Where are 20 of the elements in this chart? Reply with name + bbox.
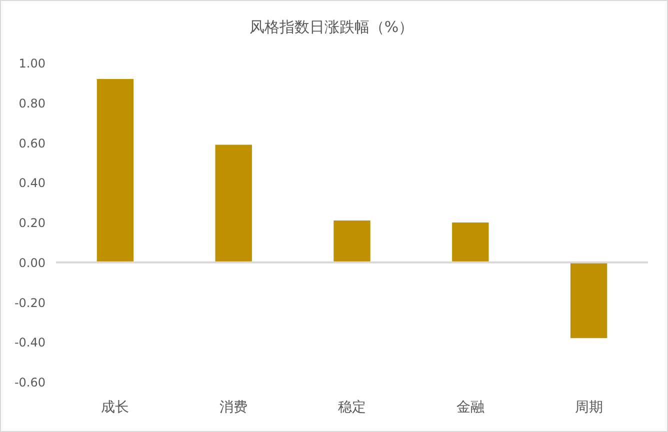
bar	[96, 78, 134, 262]
y-tick-label: 0.40	[18, 176, 46, 190]
x-tick-label: 周期	[574, 400, 603, 416]
bar	[215, 144, 252, 262]
x-tick-label: 稳定	[338, 400, 366, 416]
x-tick-label: 金融	[456, 400, 484, 416]
chart-title: 风格指数日涨跌幅（%）	[249, 18, 414, 36]
bar	[570, 262, 608, 338]
y-tick-label: -0.20	[14, 296, 46, 310]
y-tick-label: 1.00	[18, 56, 46, 70]
y-tick-label: 0.80	[18, 96, 46, 110]
y-tick-label: -0.40	[14, 336, 46, 350]
bar	[452, 222, 489, 262]
x-tick-label: 成长	[101, 400, 130, 416]
y-tick-label: 0.00	[18, 256, 46, 270]
bar	[334, 220, 370, 262]
y-tick-label: 0.20	[18, 216, 46, 230]
x-tick-label: 消费	[220, 400, 248, 416]
y-tick-label: 0.60	[18, 136, 46, 150]
y-tick-label: -0.60	[14, 376, 46, 390]
